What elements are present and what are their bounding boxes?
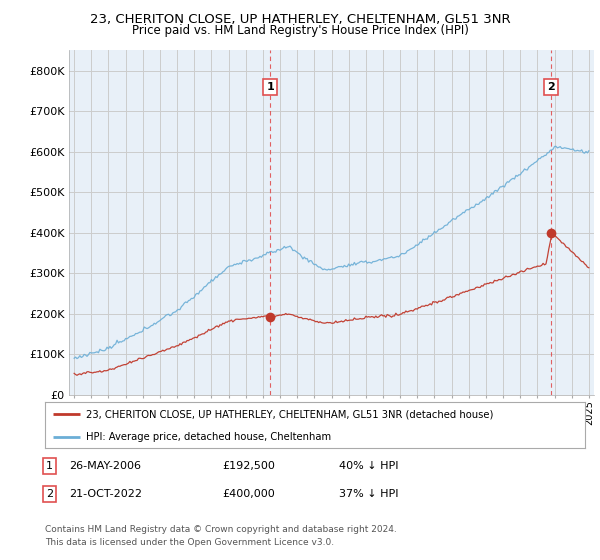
Text: £192,500: £192,500 — [222, 461, 275, 471]
Text: 21-OCT-2022: 21-OCT-2022 — [69, 489, 142, 499]
Text: HPI: Average price, detached house, Cheltenham: HPI: Average price, detached house, Chel… — [86, 432, 331, 441]
Text: 2: 2 — [547, 82, 555, 92]
Text: 40% ↓ HPI: 40% ↓ HPI — [339, 461, 398, 471]
Text: 37% ↓ HPI: 37% ↓ HPI — [339, 489, 398, 499]
Text: 1: 1 — [46, 461, 53, 471]
Text: 2: 2 — [46, 489, 53, 499]
Text: 1: 1 — [266, 82, 274, 92]
Text: 23, CHERITON CLOSE, UP HATHERLEY, CHELTENHAM, GL51 3NR: 23, CHERITON CLOSE, UP HATHERLEY, CHELTE… — [89, 13, 511, 26]
Text: £400,000: £400,000 — [222, 489, 275, 499]
Text: Contains HM Land Registry data © Crown copyright and database right 2024.
This d: Contains HM Land Registry data © Crown c… — [45, 525, 397, 547]
Text: 23, CHERITON CLOSE, UP HATHERLEY, CHELTENHAM, GL51 3NR (detached house): 23, CHERITON CLOSE, UP HATHERLEY, CHELTE… — [86, 409, 493, 419]
Text: 26-MAY-2006: 26-MAY-2006 — [69, 461, 141, 471]
Text: Price paid vs. HM Land Registry's House Price Index (HPI): Price paid vs. HM Land Registry's House … — [131, 24, 469, 36]
